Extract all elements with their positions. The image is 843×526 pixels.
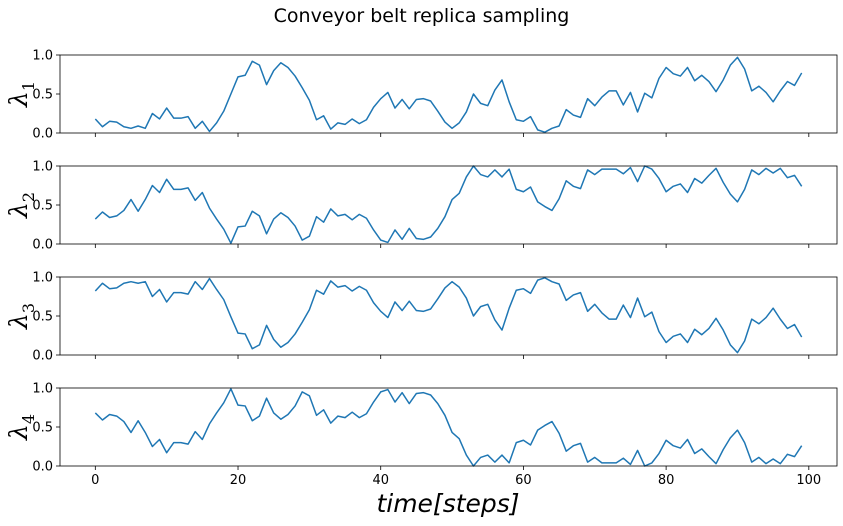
y-tick-label: 0.5 [32,199,53,214]
chart-title: Conveyor belt replica sampling [274,5,570,27]
y-tick-label: 0.0 [32,127,53,142]
y-axis-label-base: λ [4,91,33,108]
x-tick-label: 60 [515,473,532,488]
series-line [94,277,803,354]
y-tick-label: 0.5 [32,421,53,436]
x-tick-label: 0 [91,473,99,488]
y-axis-label-base: λ [4,202,33,219]
axes-frame [59,165,838,245]
series-line [94,388,803,467]
y-tick-label: 1.0 [32,382,53,397]
subplot-1: 0.0 0.5 1.0 λ1 [4,49,838,142]
series-line [94,56,803,133]
y-axis-label-subscript: 2 [19,192,38,202]
subplot-4: 0.0 0.5 1.0 0 20 40 60 80 100 λ4 [4,382,838,488]
y-tick-label: 1.0 [32,49,53,64]
x-axis-label: time[steps] [376,489,519,518]
x-tick-label: 20 [230,473,247,488]
y-axis-label-subscript: 4 [19,414,38,424]
subplot-3: 0.0 0.5 1.0 λ3 [4,271,838,364]
x-tick-label: 40 [372,473,389,488]
axes-frame [59,54,838,134]
series-line [94,165,803,244]
y-axis-label-subscript: 3 [19,303,38,313]
y-axis-label-base: λ [4,424,33,441]
y-tick-label: 0.0 [32,349,53,364]
y-tick-label: 0.5 [32,88,53,103]
y-axis-label-subscript: 1 [19,81,38,91]
y-axis-label: λ1 [4,81,38,108]
subplot-2: 0.0 0.5 1.0 λ2 [4,160,838,253]
y-axis-label-base: λ [4,313,33,330]
y-tick-label: 1.0 [32,160,53,175]
y-axis-label: λ2 [4,192,38,219]
y-tick-label: 1.0 [32,271,53,286]
y-tick-label: 0.5 [32,310,53,325]
y-tick-label: 0.0 [32,238,53,253]
x-tick-label: 100 [796,473,821,488]
axes-frame [59,276,838,356]
x-tick-label: 80 [658,473,675,488]
y-tick-label: 0.0 [32,460,53,475]
y-axis-label: λ4 [4,414,38,441]
axes-frame [59,387,838,467]
y-axis-label: λ3 [4,303,38,330]
